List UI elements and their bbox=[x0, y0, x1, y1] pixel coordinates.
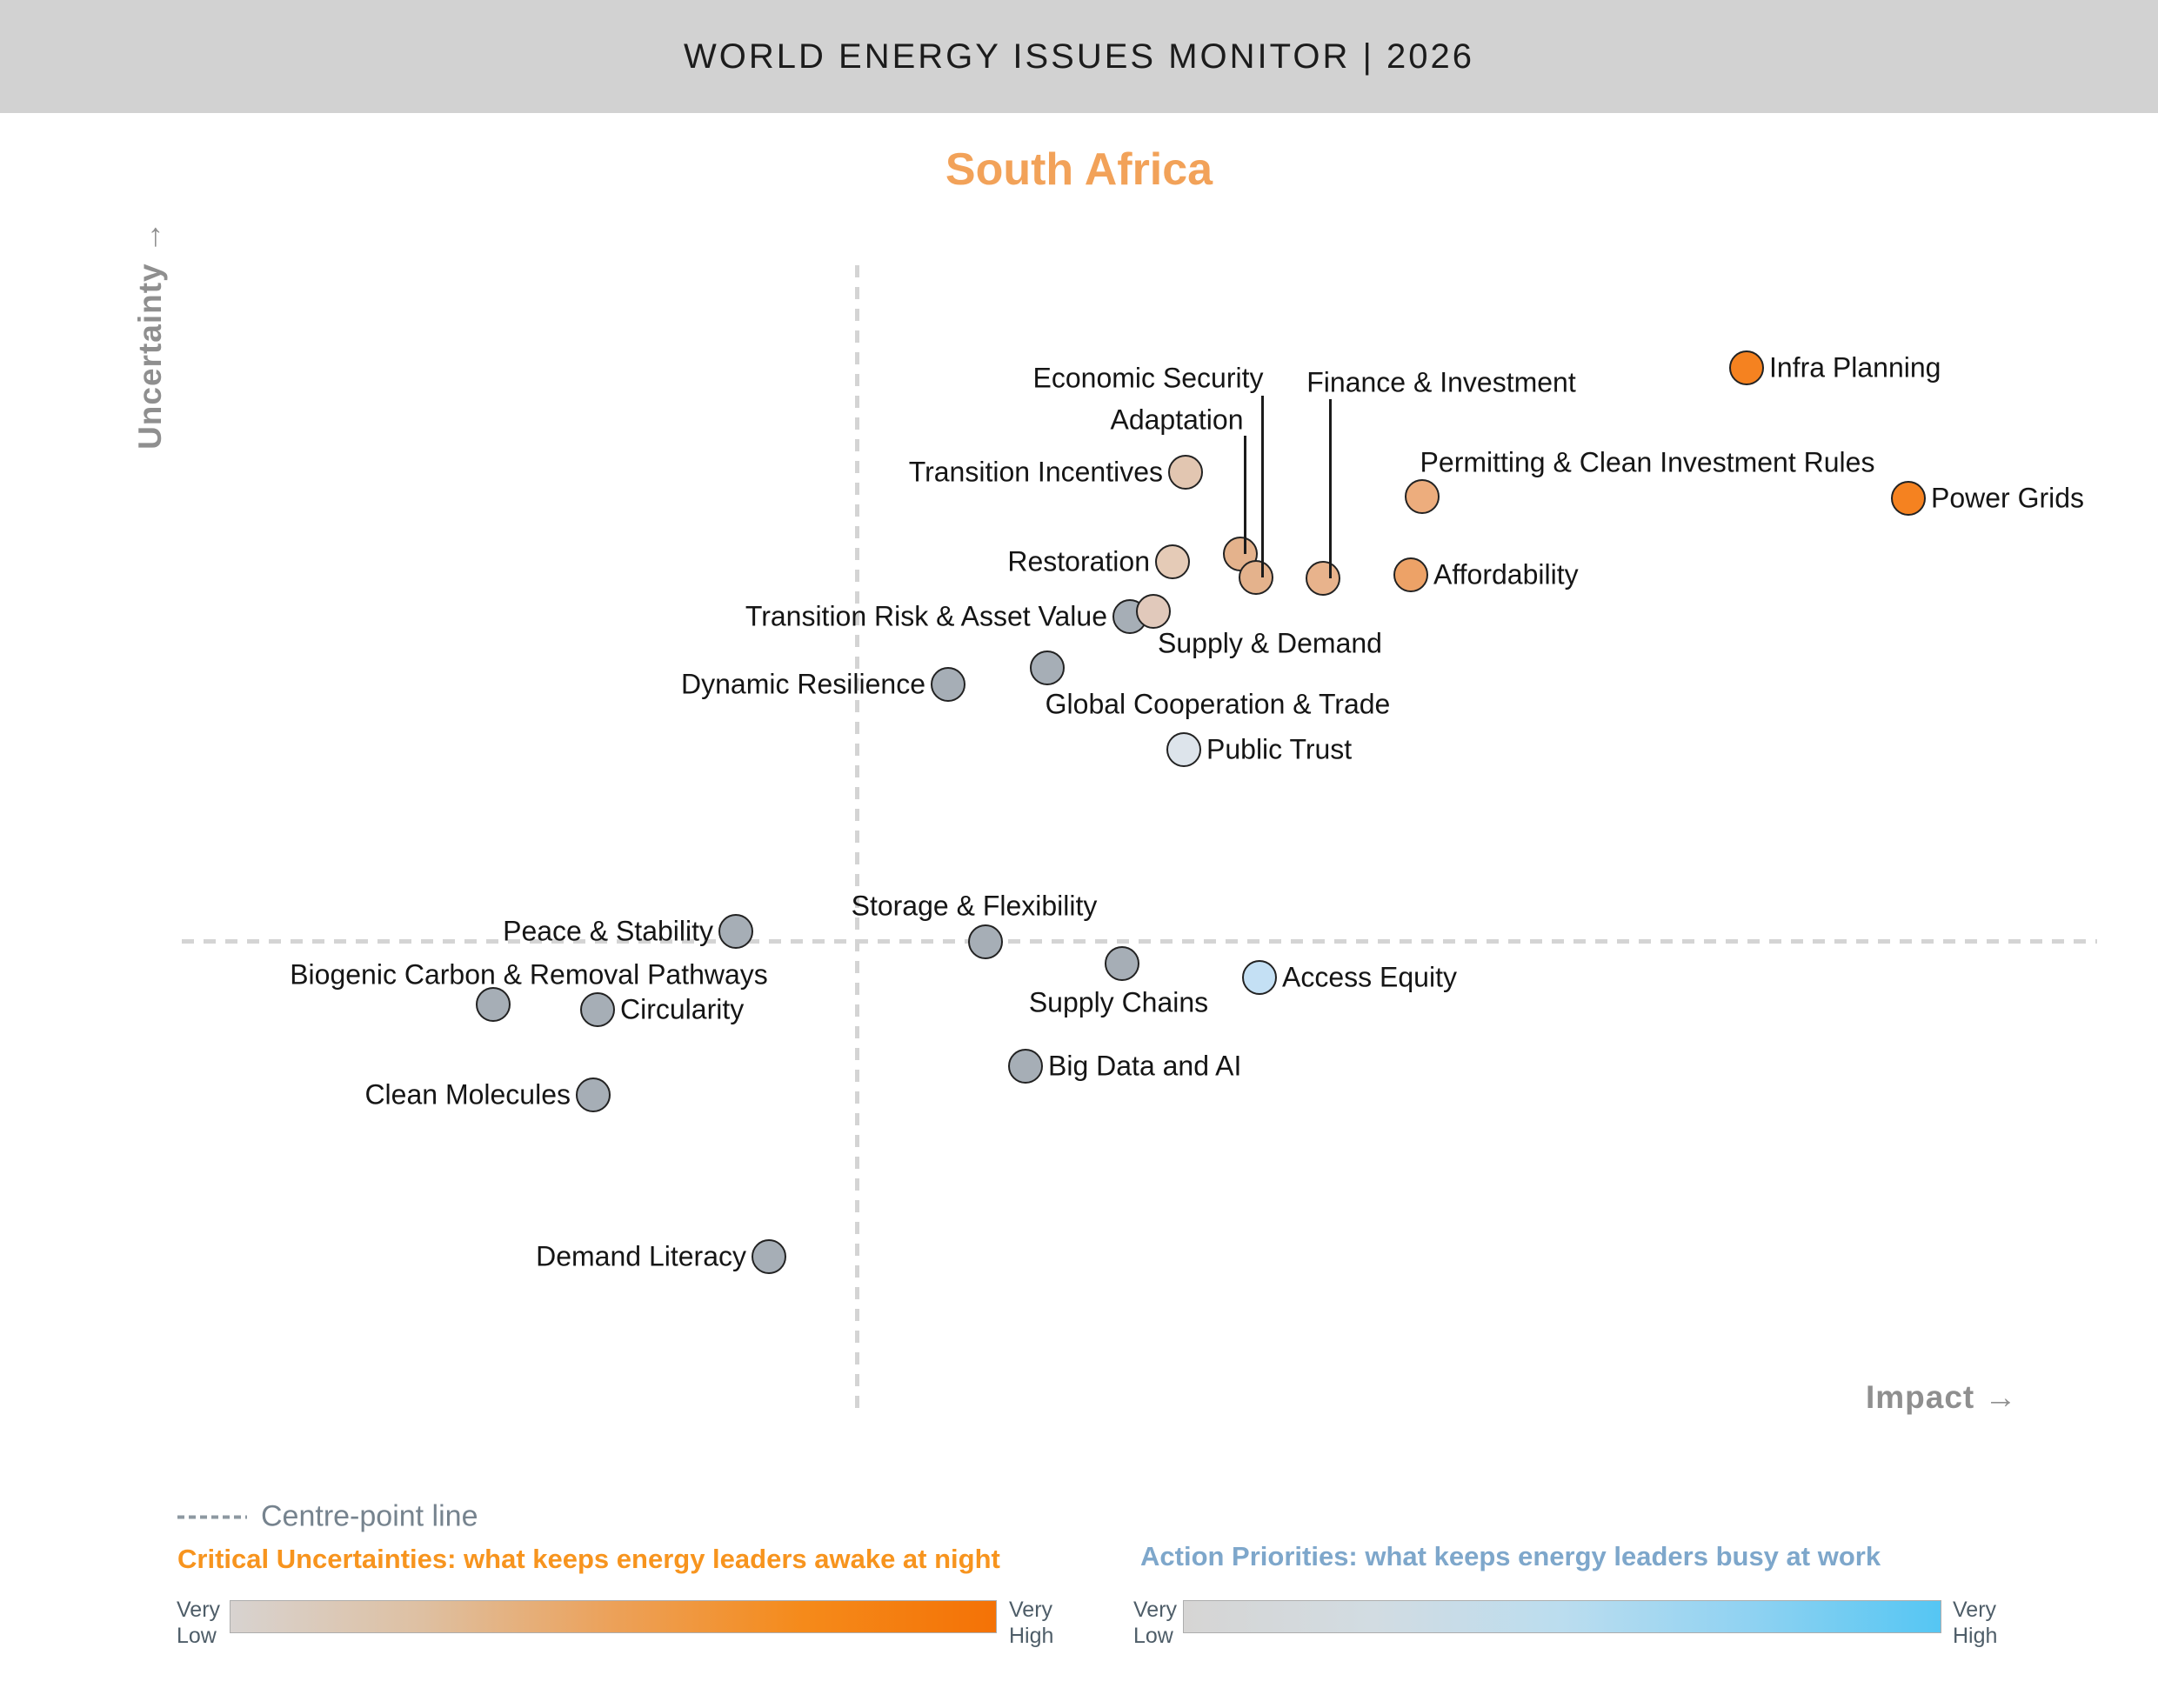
x-axis-label: Impact → bbox=[1866, 1379, 2018, 1415]
public-trust-bubble bbox=[1166, 732, 1201, 767]
centre-point-vertical-line bbox=[855, 265, 859, 1418]
critical-gradient-bar bbox=[230, 1600, 997, 1633]
power-grids-bubble bbox=[1891, 481, 1926, 516]
action-gradient-bar bbox=[1183, 1600, 1941, 1633]
permitting-clean-investment-rules-bubble bbox=[1405, 479, 1440, 514]
header-title: WORLD ENERGY ISSUES MONITOR | 2026 bbox=[684, 37, 1474, 76]
peace-stability-label: Peace & Stability bbox=[503, 915, 713, 947]
restoration-bubble bbox=[1155, 544, 1190, 579]
biogenic-carbon-removal-pathways-label: Biogenic Carbon & Removal Pathways bbox=[290, 958, 768, 991]
peace-stability-bubble bbox=[718, 914, 753, 949]
adaptation-label: Adaptation bbox=[1110, 404, 1244, 436]
storage-flexibility-bubble bbox=[968, 924, 1003, 959]
infra-planning-bubble bbox=[1729, 350, 1764, 385]
public-trust-label: Public Trust bbox=[1206, 733, 1353, 765]
global-cooperation-trade-bubble bbox=[1030, 651, 1065, 685]
centre-point-horizontal-line bbox=[182, 939, 2097, 944]
adaptation-leader-line bbox=[1244, 436, 1246, 554]
supply-chains-label: Supply Chains bbox=[1028, 986, 1209, 1018]
big-data-and-ai-bubble bbox=[1008, 1049, 1043, 1084]
supply-demand-label: Supply & Demand bbox=[1158, 627, 1382, 659]
power-grids-label: Power Grids bbox=[1931, 482, 2085, 514]
access-equity-bubble bbox=[1242, 960, 1277, 995]
critical-scale-very-high: Very High bbox=[1009, 1598, 1054, 1648]
circularity-bubble bbox=[580, 992, 615, 1027]
action-scale-very-high: Very High bbox=[1953, 1598, 1998, 1648]
infra-planning-label: Infra Planning bbox=[1769, 351, 1941, 384]
page-title: South Africa bbox=[945, 144, 1213, 195]
restoration-label: Restoration bbox=[1007, 545, 1150, 577]
big-data-and-ai-label: Big Data and AI bbox=[1048, 1050, 1242, 1082]
access-equity-label: Access Equity bbox=[1282, 961, 1457, 993]
centre-point-legend: Centre-point line bbox=[177, 1500, 478, 1534]
action-priorities-legend-title: Action Priorities: what keeps energy lea… bbox=[1140, 1541, 1881, 1571]
economic-security-label: Economic Security bbox=[1032, 362, 1264, 394]
finance-investment-label: Finance & Investment bbox=[1306, 366, 1576, 398]
affordability-label: Affordability bbox=[1433, 558, 1579, 590]
circularity-label: Circularity bbox=[620, 993, 745, 1025]
finance-investment-bubble bbox=[1306, 561, 1340, 596]
transition-risk-asset-value-label: Transition Risk & Asset Value bbox=[745, 600, 1107, 632]
supply-chains-bubble bbox=[1105, 946, 1139, 981]
economic-security-bubble bbox=[1239, 560, 1273, 595]
permitting-clean-investment-rules-label: Permitting & Clean Investment Rules bbox=[1420, 446, 1875, 478]
economic-security-leader-line bbox=[1261, 396, 1264, 577]
header-bar: WORLD ENERGY ISSUES MONITOR | 2026 bbox=[0, 0, 2158, 113]
global-cooperation-trade-label: Global Cooperation & Trade bbox=[1045, 688, 1391, 720]
transition-incentives-bubble bbox=[1168, 455, 1203, 490]
dynamic-resilience-label: Dynamic Resilience bbox=[681, 668, 925, 700]
demand-literacy-bubble bbox=[752, 1239, 786, 1274]
centre-point-legend-label: Centre-point line bbox=[261, 1499, 478, 1533]
clean-molecules-bubble bbox=[576, 1078, 611, 1112]
finance-investment-leader-line bbox=[1329, 399, 1332, 578]
dynamic-resilience-bubble bbox=[931, 667, 965, 702]
critical-scale-very-low: Very Low bbox=[177, 1598, 221, 1648]
clean-molecules-label: Clean Molecules bbox=[364, 1078, 571, 1111]
centre-point-dash-icon bbox=[177, 1515, 247, 1518]
action-scale-very-low: Very Low bbox=[1133, 1598, 1178, 1648]
transition-incentives-label: Transition Incentives bbox=[908, 456, 1163, 488]
affordability-bubble bbox=[1393, 557, 1428, 592]
storage-flexibility-label: Storage & Flexibility bbox=[851, 890, 1098, 922]
supply-demand-bubble bbox=[1136, 594, 1171, 629]
demand-literacy-label: Demand Literacy bbox=[536, 1240, 746, 1272]
biogenic-carbon-removal-pathways-bubble bbox=[476, 987, 511, 1022]
critical-uncertainties-legend-title: Critical Uncertainties: what keeps energ… bbox=[177, 1544, 1000, 1574]
